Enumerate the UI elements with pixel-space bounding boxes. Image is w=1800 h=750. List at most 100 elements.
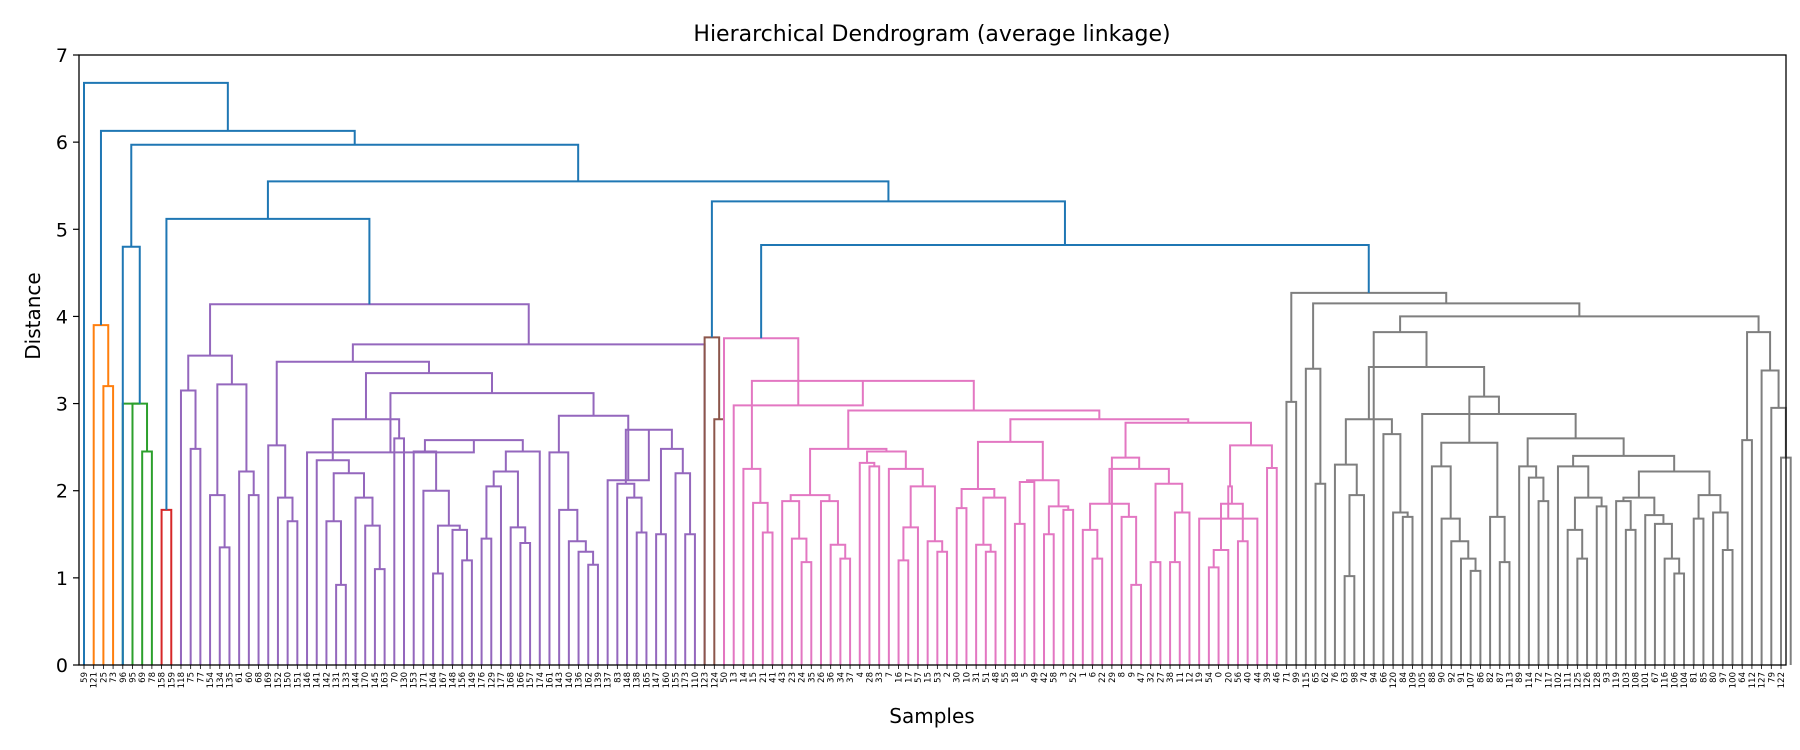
- leaf-label: 135: [225, 672, 235, 688]
- leaf-label: 62: [1321, 672, 1331, 683]
- leaf-label: 92: [1447, 672, 1457, 683]
- dendrogram-link: [1573, 496, 1603, 530]
- dendrogram-link: [461, 559, 473, 665]
- leaf-label: 125: [1573, 672, 1583, 688]
- leaf-label: 126: [1583, 672, 1593, 688]
- leaf-label: 43: [778, 672, 788, 683]
- dendrogram-link: [809, 447, 888, 496]
- leaf-label: 55: [1001, 672, 1011, 683]
- dendrogram-link: [1130, 583, 1142, 665]
- dendrogram-link: [1566, 528, 1584, 665]
- dendrogram-link: [209, 303, 530, 356]
- leaf-label: 54: [1205, 672, 1215, 683]
- leaf-label: 53: [933, 672, 943, 683]
- dendrogram-link: [587, 563, 599, 665]
- leaf-label: 64: [1738, 672, 1748, 683]
- dendrogram-link: [926, 540, 944, 665]
- dendrogram-link: [936, 550, 949, 665]
- dendrogram-link: [616, 482, 636, 665]
- leaf-label: 115: [1302, 672, 1312, 688]
- leaf-label: 149: [468, 672, 478, 688]
- dendrogram-link: [624, 428, 673, 484]
- leaf-label: 98: [1350, 672, 1360, 683]
- leaf-label: 87: [1496, 672, 1506, 683]
- dendrogram-link: [760, 243, 1370, 339]
- dendrogram-link: [577, 550, 595, 665]
- dendrogram-link: [887, 467, 924, 665]
- leaf-label: 24: [798, 672, 808, 683]
- dendrogram-link: [1653, 522, 1673, 665]
- y-tick-label: 0: [56, 655, 68, 677]
- dendrogram-link: [635, 531, 648, 665]
- dendrogram-link: [451, 528, 469, 665]
- leaf-label: 8: [1118, 672, 1128, 677]
- plot-frame: [78, 54, 1787, 666]
- dendrogram-link: [509, 526, 527, 665]
- leaf-label: 90: [1438, 672, 1448, 683]
- leaf-label: 82: [1486, 672, 1496, 683]
- leaf-label: 68: [255, 672, 265, 683]
- dendrogram-link: [1110, 456, 1141, 665]
- dendrogram-link: [389, 392, 595, 453]
- dendrogram-link: [975, 543, 992, 665]
- leaf-label: 71: [1282, 672, 1292, 683]
- dendrogram-link: [858, 461, 876, 665]
- dendrogram-link: [276, 496, 294, 665]
- dendrogram-link: [1382, 433, 1402, 665]
- leaf-label: 19: [1195, 672, 1205, 683]
- leaf-label: 107: [1467, 672, 1477, 688]
- leaf-label: 128: [1593, 672, 1603, 688]
- dendrogram-link: [710, 200, 1066, 338]
- leaf-label: 76: [1331, 672, 1341, 683]
- dendrogram-link: [1173, 511, 1191, 665]
- dendrogram-link: [790, 537, 808, 665]
- leaf-label: 59: [80, 672, 90, 683]
- dendrogram-link: [1459, 557, 1477, 665]
- dendrogram-link: [1149, 561, 1162, 665]
- leaf-label: 118: [177, 672, 187, 688]
- leaf-label: 36: [827, 672, 837, 683]
- leaf-label: 108: [1632, 672, 1642, 688]
- y-tick-label: 6: [56, 132, 68, 154]
- leaf-label: 16: [895, 672, 905, 683]
- leaf-label: 89: [1515, 672, 1525, 683]
- dendrogram-link: [1468, 395, 1500, 443]
- dendrogram-link: [1450, 540, 1470, 665]
- y-tick-label: 4: [56, 306, 68, 328]
- leaf-label: 112: [1748, 672, 1758, 688]
- dendrogram-link: [1622, 496, 1656, 516]
- dendrogram-link: [1089, 502, 1130, 530]
- dendrogram-link: [1236, 540, 1249, 665]
- y-tick-label: 1: [56, 568, 68, 590]
- dendrogram-link: [1595, 505, 1608, 665]
- dendrogram-link: [674, 472, 692, 665]
- leaf-label: 154: [206, 672, 216, 688]
- dendrogram-link: [1637, 470, 1711, 498]
- dendrogram-link: [492, 470, 519, 528]
- dendrogram-link: [1518, 465, 1538, 665]
- leaf-label: 20: [1224, 672, 1234, 683]
- leaf-label: 3: [1059, 672, 1069, 677]
- dendrogram-link: [422, 489, 450, 665]
- leaf-label: 105: [1418, 672, 1428, 688]
- leaf-label: 170: [361, 672, 371, 688]
- dendrogram-link: [286, 520, 299, 665]
- leaf-label: 58: [1050, 672, 1060, 683]
- leaf-label: 171: [419, 672, 429, 688]
- leaf-label: 103: [1622, 672, 1632, 688]
- dendrogram-link: [354, 496, 374, 665]
- leaf-label: 41: [768, 672, 778, 683]
- dendrogram-link: [1367, 365, 1486, 420]
- dendrogram-link: [275, 360, 430, 446]
- dendrogram-link: [1043, 533, 1055, 665]
- leaf-label: 97: [1719, 672, 1729, 683]
- leaf-label: 121: [90, 672, 100, 688]
- dendrogram-link: [1440, 441, 1499, 517]
- leaf-label: 166: [516, 672, 526, 688]
- leaf-label: 131: [332, 672, 342, 688]
- dendrogram-link: [1421, 413, 1577, 665]
- leaf-label: 26: [817, 672, 827, 683]
- leaf-label: 15: [924, 672, 934, 683]
- leaf-label: 66: [1379, 672, 1389, 683]
- dendrogram-link: [238, 470, 255, 665]
